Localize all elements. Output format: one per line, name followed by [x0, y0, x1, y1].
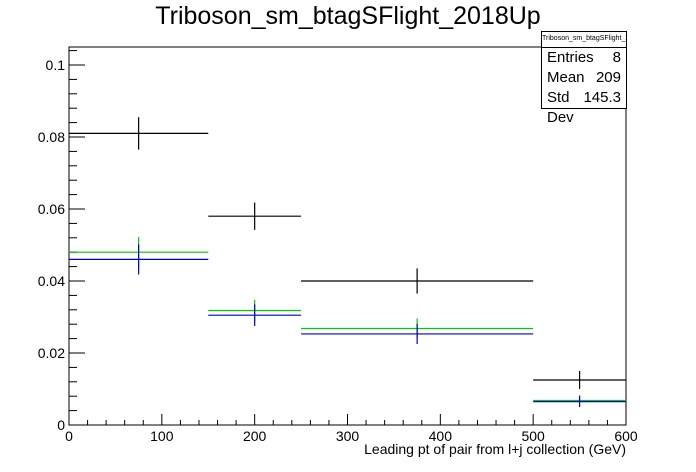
x-tick-label: 100	[150, 428, 174, 444]
y-tick-label: 0.06	[38, 201, 65, 217]
x-axis-label: Leading pt of pair from l+j collection (…	[364, 441, 626, 457]
stats-entries-label: Entries	[547, 49, 594, 66]
y-tick-label: 0	[57, 417, 65, 433]
y-tick-label: 0.02	[38, 345, 65, 361]
x-tick-label: 500	[521, 428, 545, 444]
stats-box: Triboson_sm_btagSFlight_2018Up Entries 8…	[541, 31, 627, 126]
stats-mean-row: Mean 209	[542, 68, 626, 88]
x-tick-label: 0	[65, 428, 73, 444]
y-tick-label: 0.1	[46, 57, 66, 73]
axes: 0 100 200 300 400 500 600 0 0.02 0.04 0.06 0.08 0.1	[38, 50, 638, 444]
stats-mean-value: 209	[595, 69, 621, 86]
x-tick-label: 300	[336, 428, 360, 444]
chart-title: Triboson_sm_btagSFlight_2018Up	[155, 2, 541, 30]
stats-std-label: Std Dev	[547, 89, 574, 126]
y-tick-label: 0.08	[38, 129, 65, 145]
stats-entries-row: Entries 8	[542, 48, 626, 68]
stats-std-value: 145.3	[583, 89, 621, 106]
x-tick-label: 400	[429, 428, 453, 444]
stats-entries-value: 8	[612, 49, 621, 66]
stats-std-row: Std Dev 145.3	[542, 88, 626, 126]
x-tick-label: 600	[614, 428, 638, 444]
series-marks	[69, 117, 626, 407]
x-tick-label: 200	[243, 428, 267, 444]
y-tick-label: 0.04	[38, 273, 65, 289]
stats-mean-label: Mean	[547, 69, 585, 86]
stats-box-title: Triboson_sm_btagSFlight_2018Up	[542, 32, 626, 48]
